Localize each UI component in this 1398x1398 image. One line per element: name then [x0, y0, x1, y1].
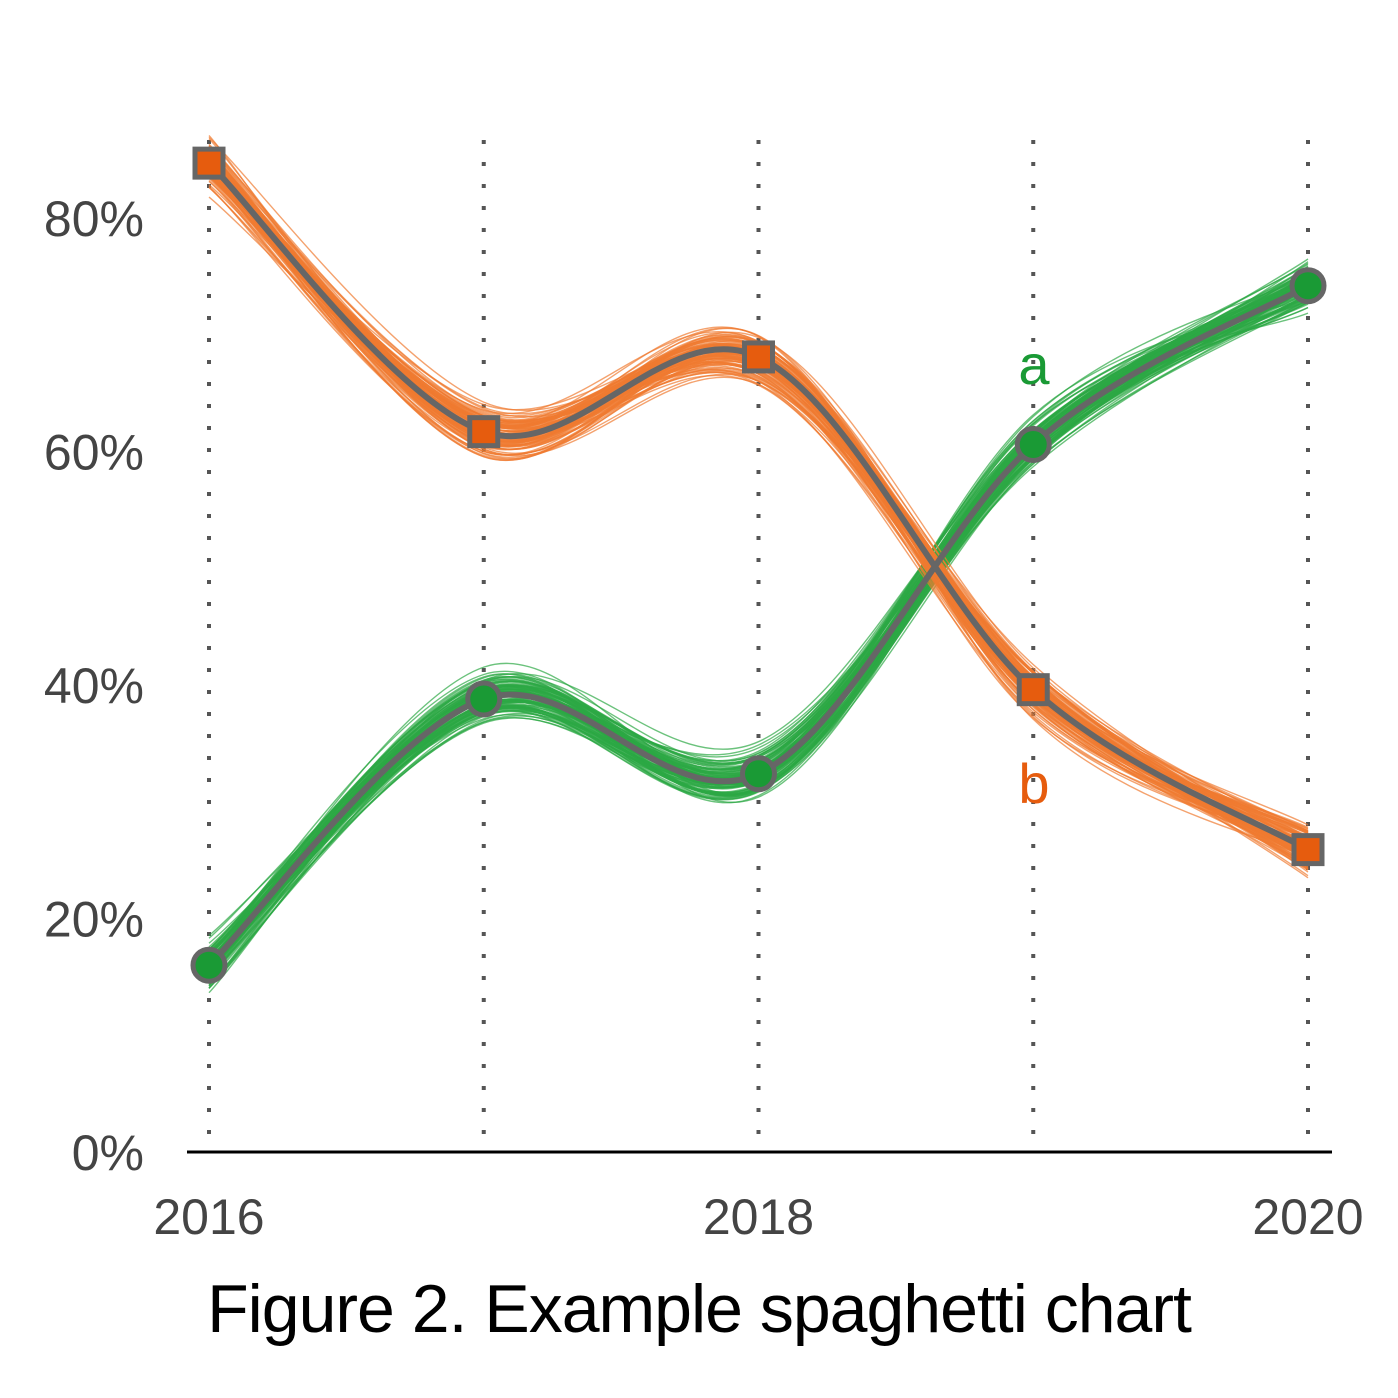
mean-line-b	[206, 160, 1310, 853]
y-axis-tick-labels: 0% 20% 40% 60% 80%	[44, 191, 144, 1181]
y-tick-label: 20%	[44, 892, 144, 948]
spaghetti-lines	[208, 135, 1309, 994]
spaghetti-line-b	[208, 171, 1309, 834]
spaghetti-line-a	[208, 289, 1309, 967]
marker-b-2019	[1016, 673, 1050, 707]
spaghetti-line-b	[208, 165, 1309, 835]
vertical-gridlines	[207, 140, 1310, 1152]
spaghetti-line-a	[208, 291, 1309, 976]
x-tick-label: 2016	[153, 1189, 264, 1245]
spaghetti-line-a	[208, 286, 1309, 989]
x-tick-label: 2018	[703, 1189, 814, 1245]
spaghetti-line-b	[208, 166, 1309, 832]
spaghetti-line-a	[208, 300, 1309, 964]
marker-b-2020	[1291, 833, 1325, 867]
spaghetti-line-a	[208, 292, 1309, 977]
spaghetti-line-b	[208, 161, 1309, 833]
y-tick-label: 60%	[44, 425, 144, 481]
y-tick-label: 0%	[72, 1125, 144, 1181]
spaghetti-line-a	[208, 288, 1309, 985]
marker-b-2018	[742, 340, 775, 374]
y-tick-label: 80%	[44, 191, 144, 247]
spaghetti-line-a	[208, 299, 1309, 967]
spaghetti-line-b	[208, 162, 1309, 854]
marker-a-2018	[740, 755, 777, 793]
spaghetti-line-b	[208, 168, 1309, 830]
marker-a-2016	[190, 946, 228, 984]
spaghetti-line-a	[208, 288, 1309, 978]
spaghetti-line-b	[208, 156, 1309, 842]
x-axis-tick-labels: 2016 2018 2020	[153, 1189, 1363, 1245]
spaghetti-line-b	[208, 160, 1309, 850]
series-label-b: b	[1018, 752, 1049, 815]
spaghetti-line-b	[208, 151, 1309, 852]
spaghetti-line-a	[208, 295, 1309, 973]
spaghetti-line-b	[208, 159, 1309, 848]
spaghetti-line-a	[208, 312, 1309, 963]
spaghetti-line-a	[208, 296, 1309, 965]
spaghetti-line-a	[208, 289, 1309, 957]
marker-b-2017	[467, 415, 501, 449]
y-tick-label: 40%	[44, 658, 144, 714]
figure-caption: Figure 2. Example spaghetti chart	[207, 1271, 1192, 1347]
spaghetti-line-b	[208, 163, 1309, 835]
x-tick-label: 2020	[1252, 1189, 1363, 1245]
spaghetti-line-b	[208, 147, 1309, 848]
spaghetti-line-a	[208, 296, 1309, 972]
spaghetti-line-a	[208, 300, 1309, 960]
series-label-a: a	[1018, 333, 1050, 396]
spaghetti-line-a	[208, 301, 1309, 975]
spaghetti-line-b	[208, 135, 1309, 840]
marker-a-2017	[465, 680, 503, 718]
spaghetti-line-b	[208, 156, 1309, 842]
spaghetti-line-a	[208, 294, 1309, 963]
data-markers	[190, 146, 1327, 984]
spaghetti-line-a	[208, 299, 1309, 939]
marker-b-2016	[192, 146, 226, 180]
spaghetti-line-a	[208, 293, 1309, 965]
spaghetti-line-b	[208, 153, 1309, 859]
spaghetti-line-b	[208, 168, 1309, 846]
spaghetti-line-a	[208, 297, 1309, 989]
spaghetti-line-b	[208, 171, 1309, 846]
marker-a-2020	[1289, 267, 1327, 305]
marker-a-2019	[1014, 425, 1052, 463]
spaghetti-line-b	[208, 161, 1309, 847]
